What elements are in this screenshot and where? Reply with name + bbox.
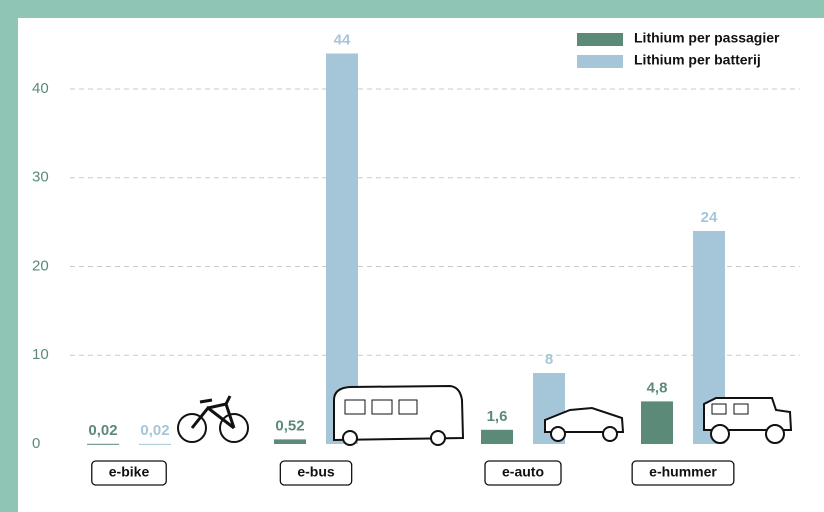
- y-tick-label: 20: [32, 257, 49, 274]
- x-tick-label: e-bike: [109, 464, 150, 480]
- bar: [641, 401, 673, 444]
- legend-label: Lithium per batterij: [634, 52, 761, 68]
- bar: [326, 53, 358, 444]
- legend-swatch: [577, 33, 623, 46]
- value-label: 0,02: [88, 422, 117, 439]
- bar: [481, 430, 513, 444]
- legend-swatch: [577, 55, 623, 68]
- value-label: 8: [545, 351, 553, 368]
- x-tick-label: e-auto: [502, 464, 544, 480]
- y-tick-label: 0: [32, 435, 40, 452]
- x-tick-label: e-hummer: [649, 464, 717, 480]
- value-label: 1,6: [487, 408, 508, 425]
- chart: 0 10 20 30 40 0,02 0,52 1,6 4,8 Lithium per passa…: [0, 0, 824, 512]
- value-label: 24: [701, 209, 718, 226]
- value-label: 44: [334, 31, 351, 48]
- y-tick-label: 40: [32, 80, 49, 97]
- y-tick-label: 30: [32, 169, 49, 186]
- x-tick-label: e-bus: [297, 464, 335, 480]
- bus-icon: [334, 386, 463, 445]
- bar: [87, 444, 119, 445]
- bar: [274, 439, 306, 444]
- value-label: 4,8: [647, 379, 668, 396]
- y-tick-label: 10: [32, 346, 49, 363]
- bar: [139, 444, 171, 445]
- value-label: 0,52: [275, 417, 304, 434]
- value-label: 0,02: [140, 422, 169, 439]
- legend-label: Lithium per passagier: [634, 30, 780, 46]
